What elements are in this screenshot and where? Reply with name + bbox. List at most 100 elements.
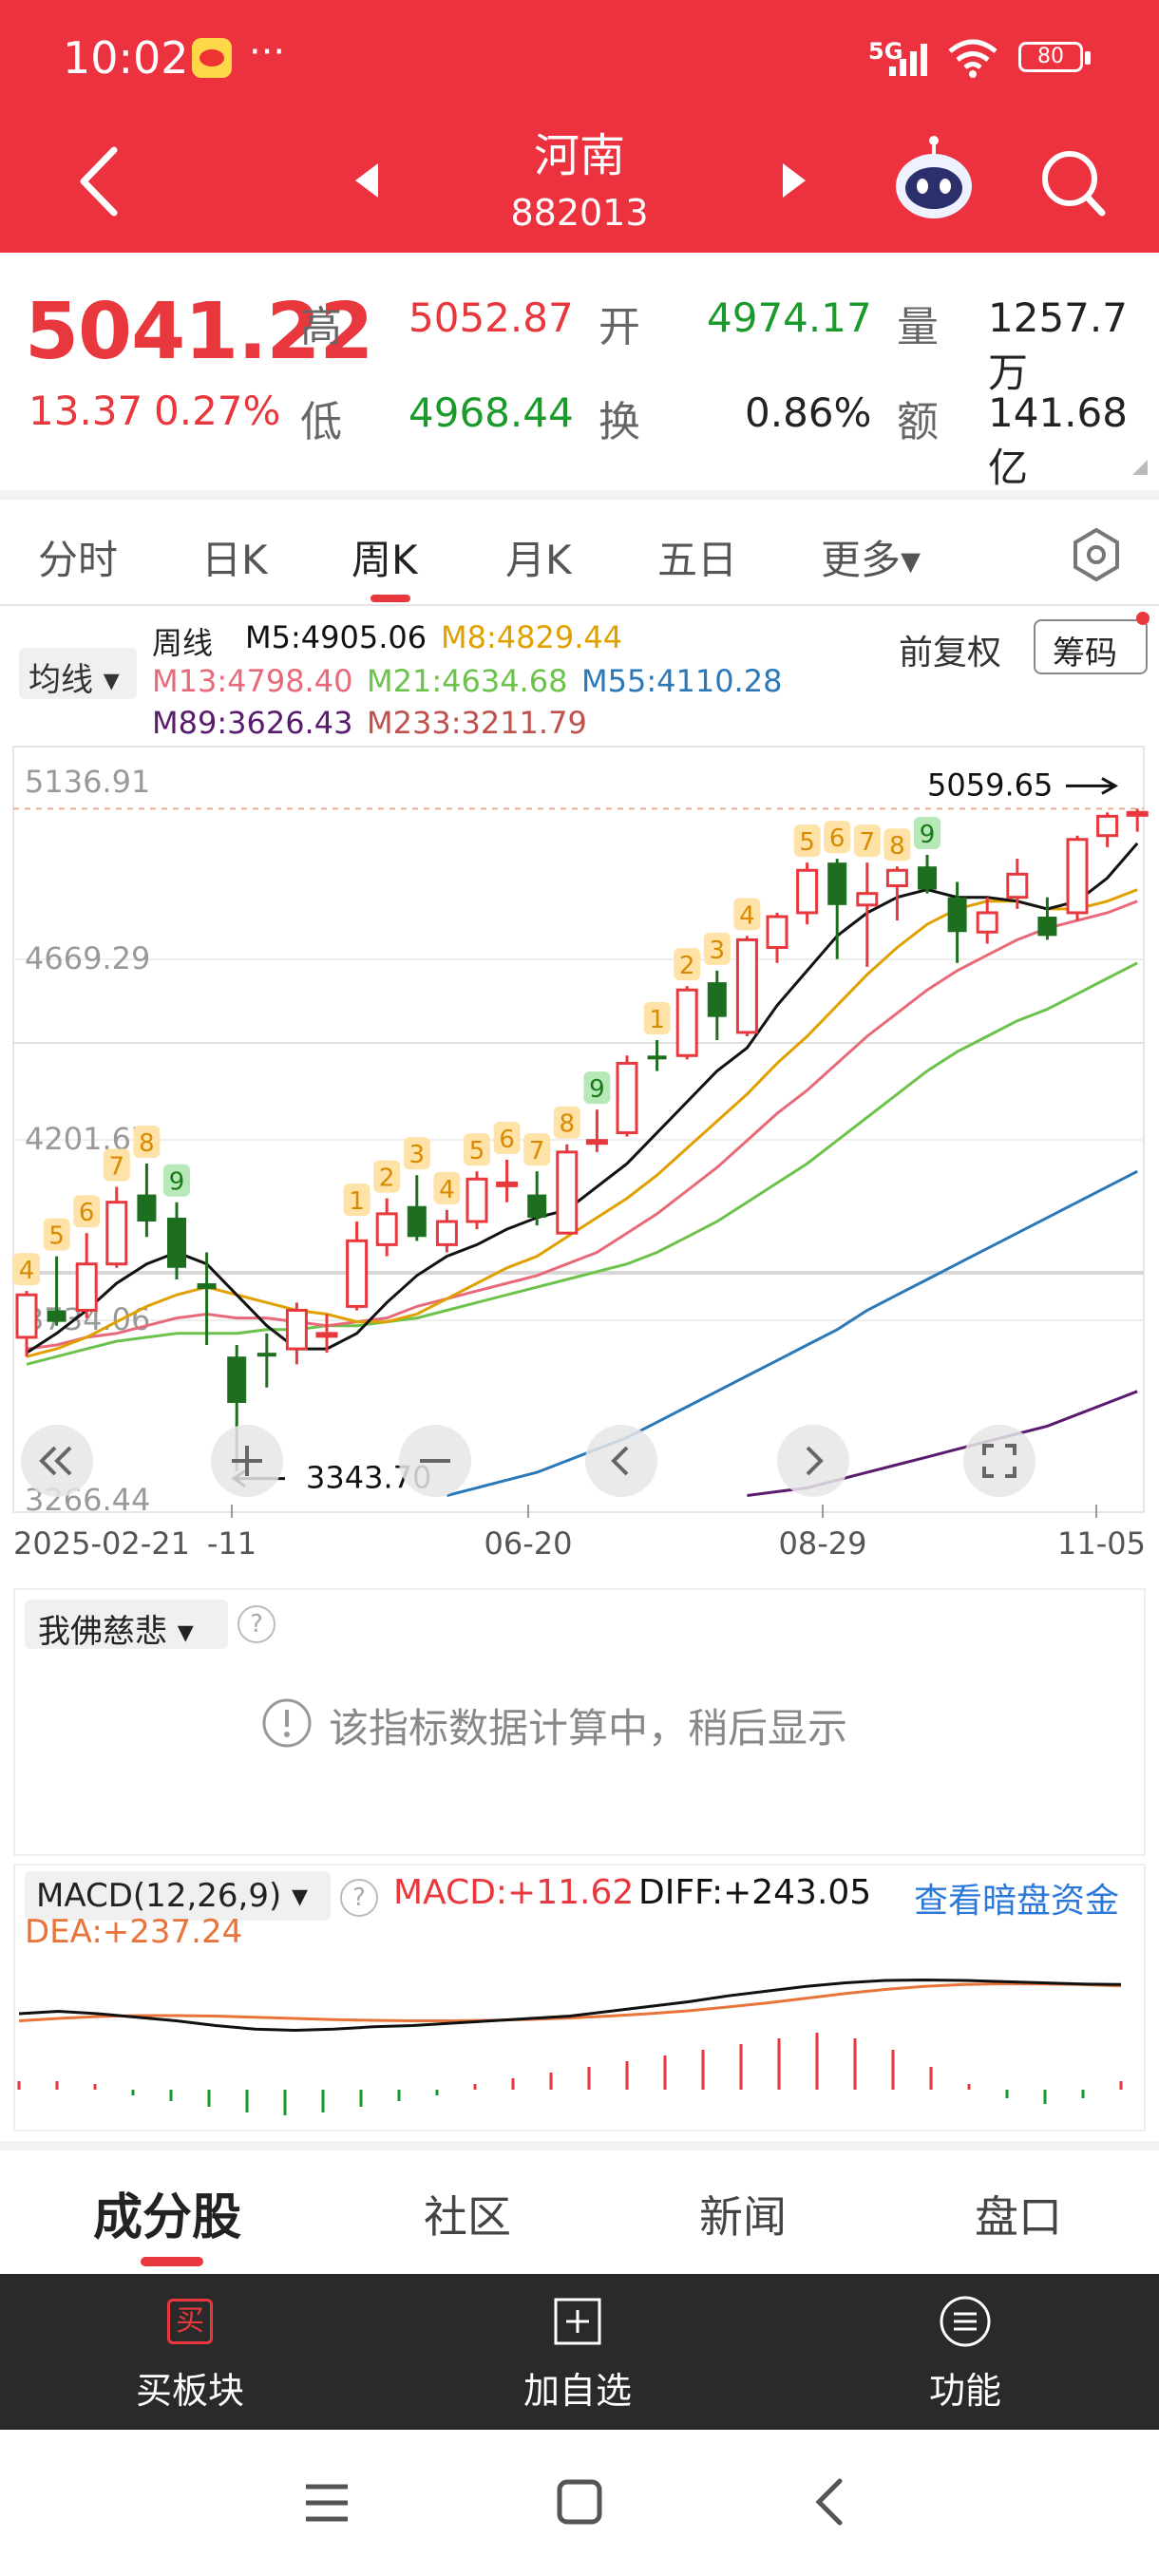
td-count-badge <box>824 821 851 854</box>
price-change-pct: 0.27% <box>154 388 281 434</box>
candle: 2 <box>674 948 701 1060</box>
signal-icon <box>889 44 927 76</box>
chips-button[interactable]: 筹码 <box>1034 619 1148 674</box>
td-count-badge <box>553 1106 580 1139</box>
candle <box>1096 812 1119 847</box>
candle: 3 <box>403 1137 430 1241</box>
td-count-label: 7 <box>529 1137 545 1165</box>
diff-value: DIFF:+243.05 <box>638 1873 872 1912</box>
candle: 8 <box>553 1106 580 1235</box>
low-label: 低 <box>300 398 342 446</box>
tab-weekly-k[interactable]: 周K <box>352 537 418 583</box>
settings-hex-icon[interactable] <box>1068 526 1125 583</box>
expand-corner-icon[interactable] <box>1130 458 1150 477</box>
double-chevron-left-icon <box>39 1446 72 1476</box>
td-count-badge <box>403 1137 430 1170</box>
candle <box>285 1302 308 1365</box>
macd-select[interactable]: MACD(12,26,9) ▾ <box>25 1871 331 1921</box>
home-icon[interactable] <box>555 2477 604 2527</box>
buy-icon: 买 <box>167 2299 213 2344</box>
divider <box>0 490 1159 500</box>
indicator-help-icon[interactable]: ? <box>238 1605 276 1643</box>
add-watchlist-button[interactable]: 加自选 <box>483 2283 673 2422</box>
functions-button[interactable]: 功能 <box>870 2283 1060 2422</box>
td-count-badge <box>793 824 821 858</box>
td-count-badge <box>73 1195 101 1228</box>
page-title: 河南 <box>533 129 625 182</box>
search-icon[interactable] <box>1036 141 1112 226</box>
amount-label: 额 <box>897 398 939 446</box>
menu-circle-icon <box>940 2296 991 2347</box>
candle <box>766 912 788 963</box>
notification-dot <box>1136 612 1150 625</box>
indicator-select-label: 我佛慈悲 ▾ <box>38 1613 194 1651</box>
fullscreen-button[interactable] <box>963 1425 1036 1497</box>
turnover-value: 0.86% <box>745 389 872 436</box>
zoom-out-button[interactable] <box>399 1425 471 1497</box>
tab-order-book[interactable]: 盘口 <box>975 2191 1062 2243</box>
chevron-left-icon <box>611 1446 629 1476</box>
td-count-label: 3 <box>710 937 726 965</box>
candle-body <box>466 1177 488 1223</box>
candle-body <box>285 1308 308 1351</box>
candle-body <box>556 1150 579 1235</box>
td-count-label: 9 <box>169 1168 185 1197</box>
network-label: 5G <box>868 38 903 65</box>
candle: 9 <box>163 1164 190 1279</box>
tab-daily-k[interactable]: 日K <box>201 537 268 583</box>
robot-assistant-icon[interactable] <box>891 133 977 228</box>
macd-help-icon[interactable]: ? <box>340 1879 378 1917</box>
td-count-badge <box>464 1133 490 1166</box>
scroll-right-button[interactable] <box>777 1425 849 1497</box>
system-back-icon[interactable] <box>809 2475 847 2529</box>
price-change: 13.37 <box>28 388 143 434</box>
tab-monthly-k[interactable]: 月K <box>505 537 572 583</box>
prev-stock-icon[interactable] <box>350 160 384 201</box>
td-count-label: 8 <box>889 832 905 861</box>
battery-tip <box>1085 51 1091 65</box>
td-count-label: 6 <box>79 1199 95 1227</box>
adjust-button[interactable]: 前复权 <box>899 634 1002 672</box>
td-count-badge <box>343 1184 370 1217</box>
buy-sector-button[interactable]: 买 买板块 <box>95 2283 285 2422</box>
tab-more[interactable]: 更多▾ <box>821 537 922 583</box>
candle-body <box>256 1353 276 1357</box>
td-count-label: 6 <box>829 824 846 853</box>
tab-intraday[interactable]: 分时 <box>38 537 119 583</box>
candle-body <box>918 866 937 890</box>
scroll-left-button[interactable] <box>585 1425 657 1497</box>
td-count-label: 1 <box>349 1187 365 1216</box>
candle <box>1006 859 1029 909</box>
divider <box>0 604 1159 606</box>
candle: 5 <box>793 824 821 925</box>
ma-select[interactable]: 均线 ▾ <box>19 648 137 699</box>
indicator-select[interactable]: 我佛慈悲 ▾ <box>25 1600 228 1651</box>
battery-icon: 80 <box>1018 42 1083 72</box>
candle: 3 <box>703 932 731 1041</box>
candle <box>976 897 998 944</box>
next-stock-icon[interactable] <box>777 160 811 201</box>
info-icon <box>262 1698 312 1748</box>
kline-chart[interactable]: 5136.914669.294201.673734.063266.4445678… <box>0 745 1159 1600</box>
candle: 8 <box>133 1126 161 1238</box>
tab-community[interactable]: 社区 <box>424 2191 511 2243</box>
td-count-label: 4 <box>19 1257 35 1285</box>
dea-value: DEA:+237.24 <box>25 1913 243 1951</box>
scroll-left-fast-button[interactable] <box>21 1425 93 1497</box>
td-count-label: 9 <box>589 1075 605 1104</box>
candle <box>315 1314 338 1354</box>
tab-news[interactable]: 新闻 <box>699 2191 787 2243</box>
zoom-in-button[interactable] <box>211 1425 283 1497</box>
turnover-label: 换 <box>598 398 640 446</box>
x-tick-label: 08-29 <box>779 1525 867 1562</box>
ma55-line <box>446 1169 1138 1497</box>
recent-apps-icon[interactable] <box>302 2479 352 2527</box>
ma89-value: M89:3626.43 <box>152 705 353 741</box>
dark-pool-link[interactable]: 查看暗盘资金 <box>914 1882 1120 1921</box>
tab-five-day[interactable]: 五日 <box>657 537 738 583</box>
tab-constituents[interactable]: 成分股 <box>93 2189 242 2246</box>
td-count-label: 1 <box>649 1006 665 1034</box>
back-icon[interactable] <box>68 139 125 224</box>
ma55-value: M55:4110.28 <box>581 663 783 699</box>
td-count-label: 6 <box>499 1126 515 1154</box>
